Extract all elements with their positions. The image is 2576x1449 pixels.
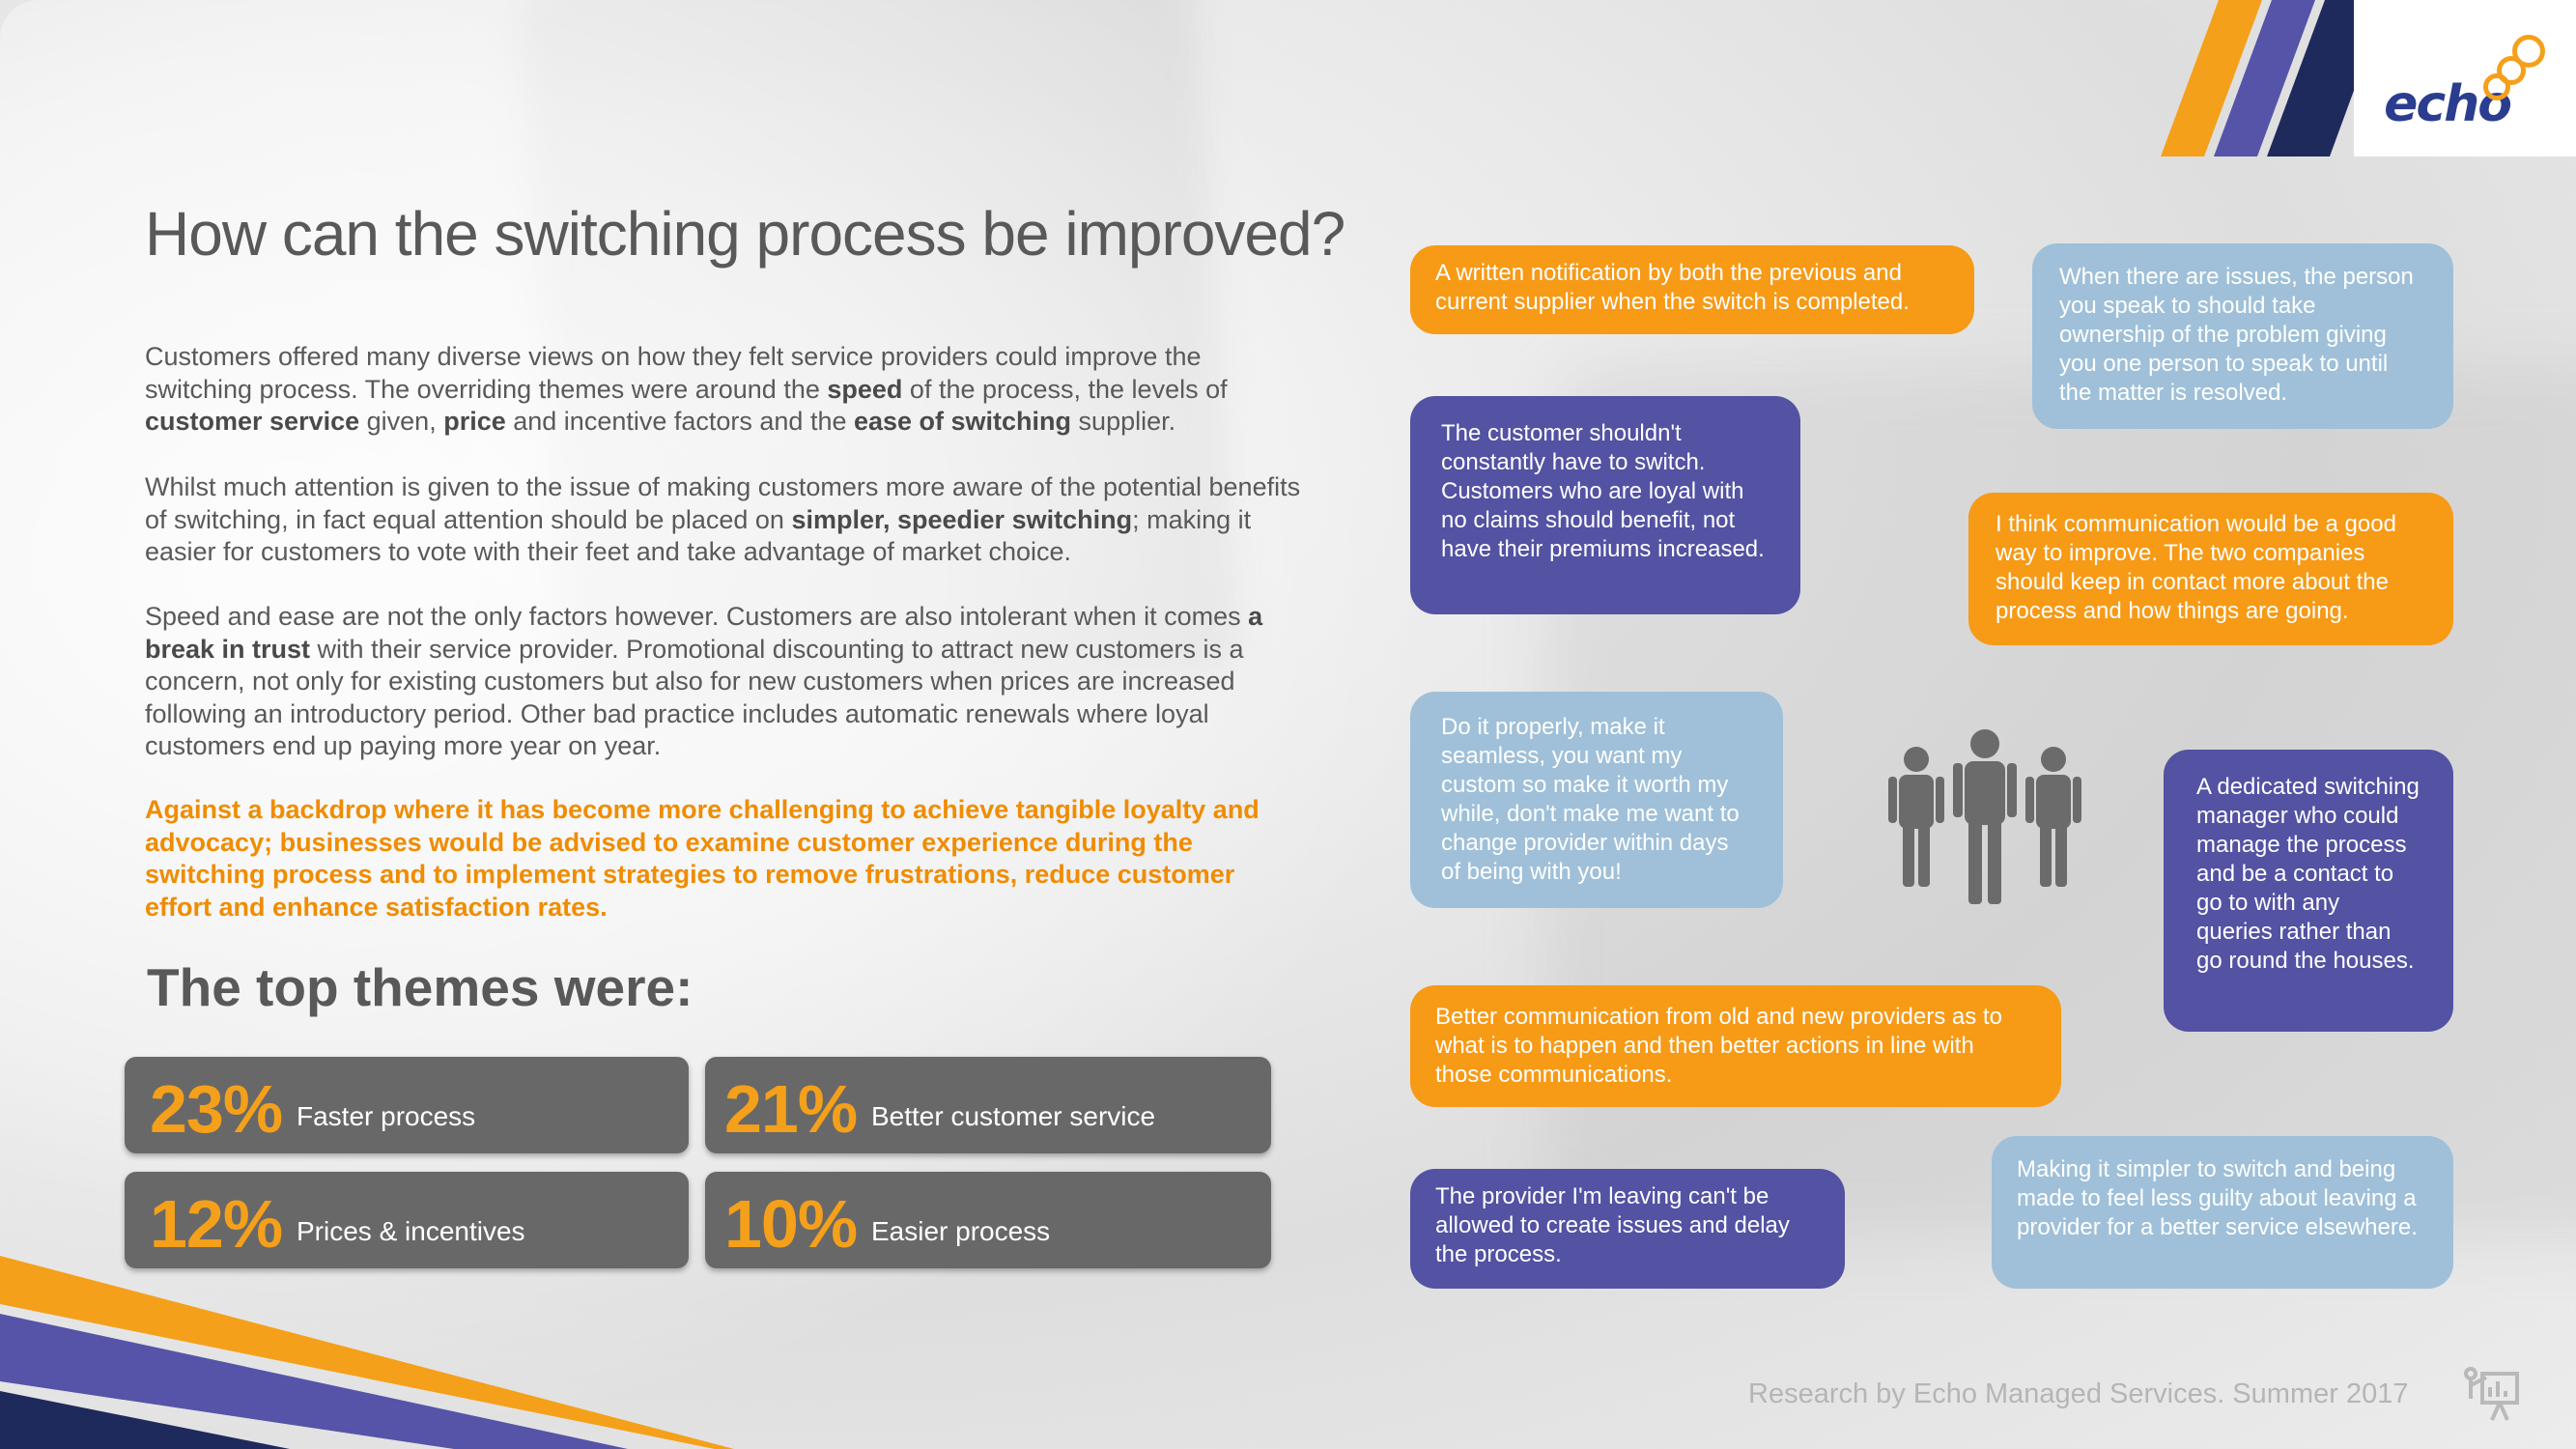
bottom-left-stripes xyxy=(0,1256,734,1449)
logo-ring-icon xyxy=(2483,73,2510,100)
theme-label: Easier process xyxy=(871,1216,1051,1246)
logo-ring-icon xyxy=(2497,56,2526,85)
paragraph-4-highlight: Against a backdrop where it has become m… xyxy=(145,795,1260,922)
theme-percent: 21% xyxy=(724,1071,858,1147)
quote-bubble: The customer shouldn't constantly have t… xyxy=(1410,396,1800,614)
theme-label: Prices & incentives xyxy=(297,1216,525,1246)
logo-ring-icon xyxy=(2512,35,2545,68)
quote-text: Making it simpler to switch and being ma… xyxy=(2017,1156,2418,1240)
page-title: How can the switching process be improve… xyxy=(145,199,1345,269)
paragraph-1: Customers offered many diverse views on … xyxy=(145,342,1228,436)
themes-title: The top themes were: xyxy=(147,957,694,1017)
quote-bubble: Do it properly, make it seamless, you wa… xyxy=(1410,692,1783,908)
theme-percent: 23% xyxy=(150,1071,283,1147)
quote-bubble: The provider I'm leaving can't be allowe… xyxy=(1410,1169,1845,1289)
theme-label: Better customer service xyxy=(871,1101,1156,1131)
quote-bubble: I think communication would be a good wa… xyxy=(1968,493,2453,645)
presenter-icon xyxy=(2464,1367,2519,1421)
quote-bubble: Better communication from old and new pr… xyxy=(1410,985,2061,1107)
quote-text: Better communication from old and new pr… xyxy=(1435,1004,2002,1088)
logo-panel xyxy=(2354,0,2576,156)
quote-text: A written notification by both the previ… xyxy=(1435,260,1910,315)
quote-bubble: A dedicated switching manager who could … xyxy=(2164,750,2453,1032)
quote-bubble: A written notification by both the previ… xyxy=(1410,245,1974,334)
footer-credit: Research by Echo Managed Services. Summe… xyxy=(1748,1378,2409,1409)
quote-bubble: Making it simpler to switch and being ma… xyxy=(1992,1136,2453,1289)
theme-box: 12% Prices & incentives xyxy=(125,1172,689,1268)
theme-percent: 12% xyxy=(150,1186,283,1262)
quote-text: Do it properly, make it seamless, you wa… xyxy=(1441,714,1740,885)
logo-stripes xyxy=(2161,0,2383,156)
quote-text: The customer shouldn't constantly have t… xyxy=(1441,420,1765,562)
theme-percent: 10% xyxy=(724,1186,858,1262)
logo-block: echo xyxy=(2161,0,2576,156)
theme-label: Faster process xyxy=(297,1101,476,1131)
paragraph-2: Whilst much attention is given to the is… xyxy=(145,472,1301,566)
theme-box: 21% Better customer service xyxy=(705,1057,1271,1153)
quote-text: A dedicated switching manager who could … xyxy=(2196,774,2420,974)
theme-box: 10% Easier process xyxy=(705,1172,1271,1268)
theme-box: 23% Faster process xyxy=(125,1057,689,1153)
paragraph-3: Speed and ease are not the only factors … xyxy=(145,602,1263,760)
people-group-icon xyxy=(1888,729,2081,904)
quote-text: The provider I'm leaving can't be allowe… xyxy=(1435,1183,1790,1267)
quote-text: I think communication would be a good wa… xyxy=(1996,511,2396,624)
quote-text: When there are issues, the person you sp… xyxy=(2059,264,2414,406)
quote-bubble: When there are issues, the person you sp… xyxy=(2032,243,2453,429)
